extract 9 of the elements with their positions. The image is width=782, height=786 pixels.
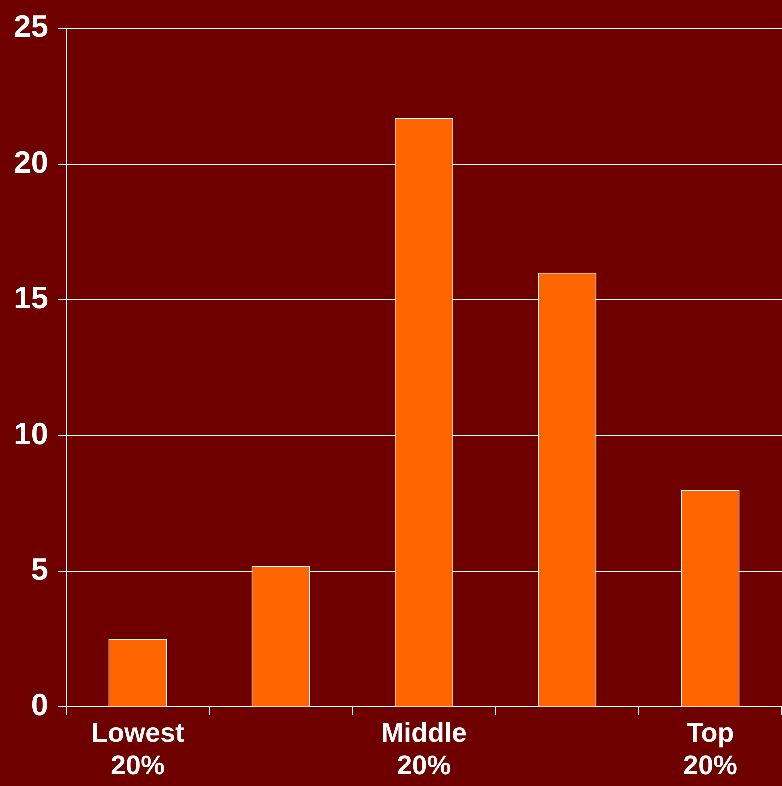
y-tick-label: 10 <box>14 416 48 452</box>
x-tick-label: Lowest 20% <box>92 718 185 780</box>
y-tick-label: 5 <box>31 552 48 588</box>
y-tick-label: 25 <box>14 9 48 44</box>
x-tick-label: Top 20% <box>683 718 738 780</box>
x-tick-label: Middle 20% <box>381 718 467 780</box>
y-tick-label: 20 <box>14 144 48 180</box>
y-tick-label: 0 <box>31 688 48 723</box>
y-tick-label: 15 <box>14 280 48 316</box>
